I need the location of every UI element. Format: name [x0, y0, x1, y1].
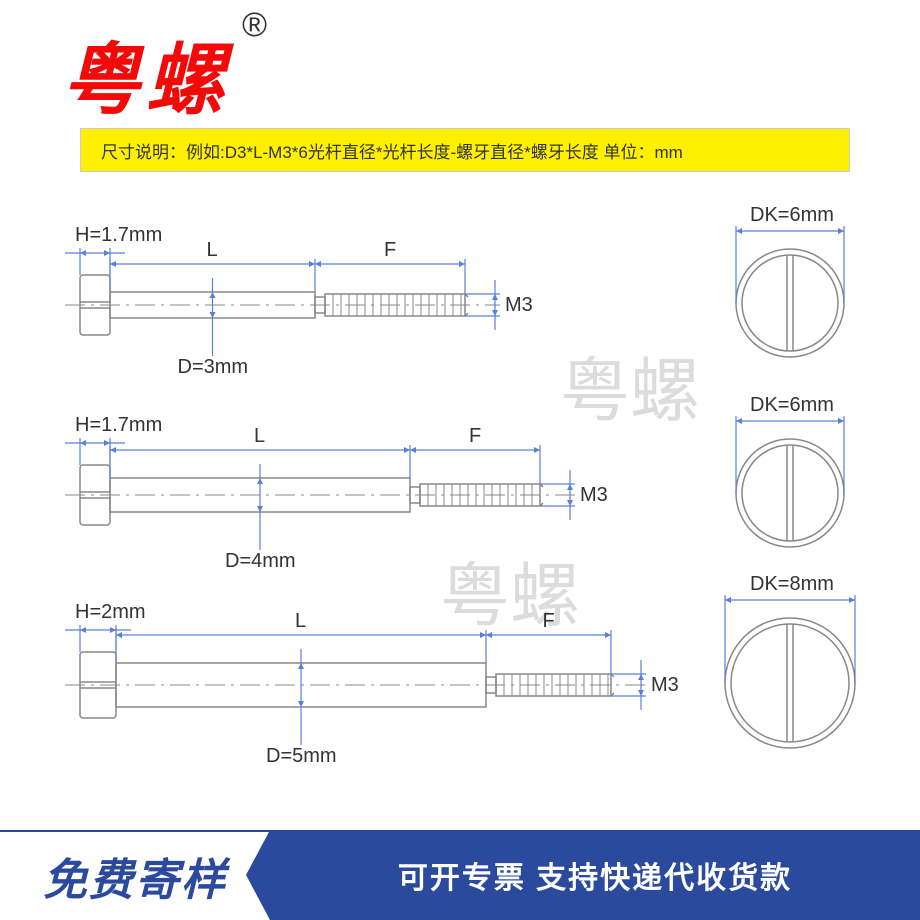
footer-right: 可开专票 支持快递代收货款 — [270, 830, 920, 920]
svg-text:H=1.7mm: H=1.7mm — [75, 414, 162, 436]
svg-text:F: F — [384, 239, 396, 261]
svg-text:M3: M3 — [651, 674, 679, 696]
svg-text:DK=8mm: DK=8mm — [750, 575, 834, 595]
svg-text:L: L — [207, 239, 218, 261]
svg-text:F: F — [469, 425, 481, 447]
screw-head-2: DK=6mm — [690, 385, 890, 575]
description-bar: 尺寸说明：例如:D3*L-M3*6光杆直径*光杆长度-螺牙直径*螺牙长度 单位：… — [80, 128, 850, 172]
screw-side-3: H=2mm L F D=5mm M3 — [40, 575, 690, 775]
svg-text:H=1.7mm: H=1.7mm — [75, 224, 162, 246]
screw-side-2: H=1.7mm L F D=4mm M3 — [40, 385, 660, 575]
svg-text:L: L — [254, 425, 265, 447]
screw-row-3: H=2mm L F D=5mm M3 DK=8mm — [0, 575, 920, 775]
footer: 免费寄样 可开专票 支持快递代收货款 — [0, 830, 920, 920]
svg-text:DK=6mm: DK=6mm — [750, 394, 834, 416]
svg-text:L: L — [295, 610, 306, 632]
svg-text:H=2mm: H=2mm — [75, 601, 146, 623]
svg-text:D=5mm: D=5mm — [266, 745, 337, 767]
footer-right-text: 可开专票 支持快递代收货款 — [398, 853, 792, 897]
screw-side-1: H=1.7mm L F D=3mm M3 — [40, 195, 660, 385]
svg-text:D=3mm: D=3mm — [178, 356, 249, 378]
brand-logo: 粤螺 — [62, 18, 230, 130]
diagram-container: H=1.7mm L F D=3mm M3 DK=6mm H=1.7mm L F D=4mm M3… — [0, 195, 920, 775]
screw-head-1: DK=6mm — [690, 195, 890, 385]
svg-text:F: F — [543, 610, 555, 632]
footer-left-text: 免费寄样 — [43, 844, 227, 908]
svg-text:M3: M3 — [580, 484, 608, 506]
screw-row-1: H=1.7mm L F D=3mm M3 DK=6mm — [0, 195, 920, 385]
svg-text:D=4mm: D=4mm — [225, 550, 296, 572]
svg-text:DK=6mm: DK=6mm — [750, 204, 834, 226]
screw-row-2: H=1.7mm L F D=4mm M3 DK=6mm — [0, 385, 920, 575]
svg-text:M3: M3 — [505, 294, 533, 316]
registered-mark: ® — [242, 6, 267, 45]
footer-left: 免费寄样 — [0, 830, 270, 920]
screw-head-3: DK=8mm — [690, 575, 900, 775]
